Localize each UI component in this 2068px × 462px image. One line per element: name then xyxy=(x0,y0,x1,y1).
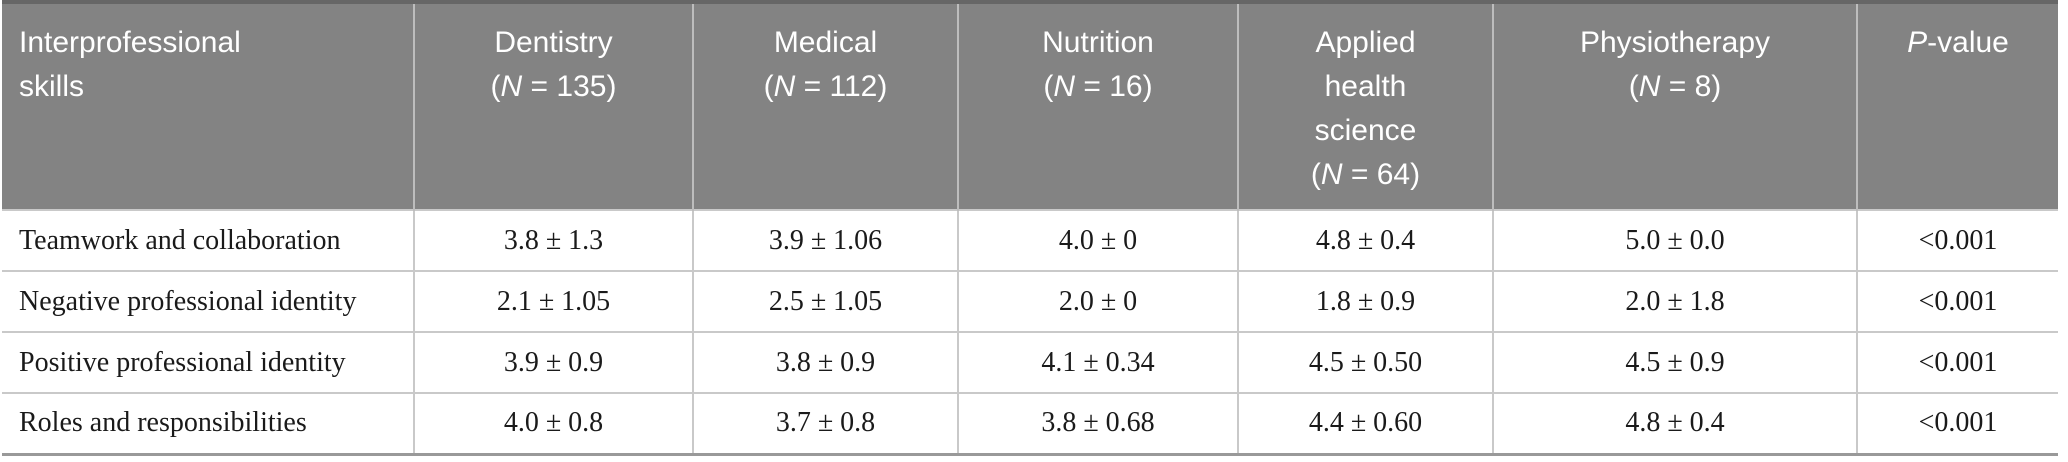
row-label: Roles and responsibilities xyxy=(2,392,414,454)
value-cell-medical: 3.9 ± 1.06 xyxy=(692,209,958,271)
header-row: Interprofessional skills Dentistry (N = … xyxy=(2,2,2058,210)
value-cell-physiotherapy: 4.5 ± 0.9 xyxy=(1492,331,1857,393)
value-cell-dentistry: 2.1 ± 1.05 xyxy=(413,270,693,332)
group-n: (N = 135) xyxy=(490,70,617,103)
column-header-dentistry: Dentistry (N = 135) xyxy=(413,2,693,210)
value-cell-nutrition: 4.1 ± 0.34 xyxy=(957,331,1238,393)
value-cell-dentistry: 3.8 ± 1.3 xyxy=(413,209,693,271)
value-cell-nutrition: 4.0 ± 0 xyxy=(957,209,1238,271)
column-header-pvalue: P-value xyxy=(1856,2,2058,210)
table-body: Teamwork and collaboration 3.8 ± 1.3 3.9… xyxy=(2,209,2058,454)
value-cell-applied-health-science: 1.8 ± 0.9 xyxy=(1237,270,1493,332)
value-cell-medical: 3.7 ± 0.8 xyxy=(692,392,958,454)
column-header-nutrition: Nutrition (N = 16) xyxy=(957,2,1238,210)
italic-p: P xyxy=(1907,26,1928,59)
table-row-roles-responsibilities: Roles and responsibilities 4.0 ± 0.8 3.7… xyxy=(2,392,2058,454)
value-cell-physiotherapy: 2.0 ± 1.8 xyxy=(1492,270,1857,332)
table-row-teamwork: Teamwork and collaboration 3.8 ± 1.3 3.9… xyxy=(2,209,2058,271)
pvalue-suffix: -value xyxy=(1927,26,2009,59)
group-name: Medical xyxy=(773,26,878,59)
value-cell-nutrition: 3.8 ± 0.68 xyxy=(957,392,1238,454)
column-header-applied-health-science: Applied health science (N = 64) xyxy=(1237,2,1493,210)
column-header-medical: Medical (N = 112) xyxy=(692,2,958,210)
group-name: Dentistry xyxy=(494,26,613,59)
column-header-skills-label: Interprofessional skills xyxy=(19,26,241,103)
pvalue-cell: <0.001 xyxy=(1856,209,2058,271)
value-cell-applied-health-science: 4.4 ± 0.60 xyxy=(1237,392,1493,454)
italic-n: N xyxy=(773,70,796,103)
group-n: (N = 8) xyxy=(1628,70,1722,103)
table-row-negative-identity: Negative professional identity 2.1 ± 1.0… xyxy=(2,270,2058,332)
value-cell-dentistry: 4.0 ± 0.8 xyxy=(413,392,693,454)
row-label: Negative professional identity xyxy=(2,270,414,332)
group-name: Nutrition xyxy=(1042,26,1154,59)
pvalue-cell: <0.001 xyxy=(1856,331,2058,393)
row-label: Teamwork and collaboration xyxy=(2,209,414,271)
value-cell-medical: 3.8 ± 0.9 xyxy=(692,331,958,393)
table-row-positive-identity: Positive professional identity 3.9 ± 0.9… xyxy=(2,331,2058,393)
group-n: (N = 112) xyxy=(763,70,888,103)
value-cell-physiotherapy: 4.8 ± 0.4 xyxy=(1492,392,1857,454)
group-name: Physiotherapy xyxy=(1579,26,1771,59)
value-cell-applied-health-science: 4.8 ± 0.4 xyxy=(1237,209,1493,271)
italic-n: N xyxy=(1053,70,1076,103)
italic-n: N xyxy=(1320,158,1343,191)
table-header: Interprofessional skills Dentistry (N = … xyxy=(2,2,2058,210)
value-cell-medical: 2.5 ± 1.05 xyxy=(692,270,958,332)
value-cell-nutrition: 2.0 ± 0 xyxy=(957,270,1238,332)
italic-n: N xyxy=(500,70,523,103)
group-n: (N = 64) xyxy=(1310,158,1421,191)
column-header-physiotherapy: Physiotherapy (N = 8) xyxy=(1492,2,1857,210)
value-cell-applied-health-science: 4.5 ± 0.50 xyxy=(1237,331,1493,393)
row-label: Positive professional identity xyxy=(2,331,414,393)
column-header-skills: Interprofessional skills xyxy=(2,2,414,210)
value-cell-dentistry: 3.9 ± 0.9 xyxy=(413,331,693,393)
value-cell-physiotherapy: 5.0 ± 0.0 xyxy=(1492,209,1857,271)
pvalue-cell: <0.001 xyxy=(1856,270,2058,332)
italic-n: N xyxy=(1638,70,1661,103)
pvalue-cell: <0.001 xyxy=(1856,392,2058,454)
group-n: (N = 16) xyxy=(1043,70,1153,103)
group-name: Applied health science xyxy=(1314,26,1417,147)
